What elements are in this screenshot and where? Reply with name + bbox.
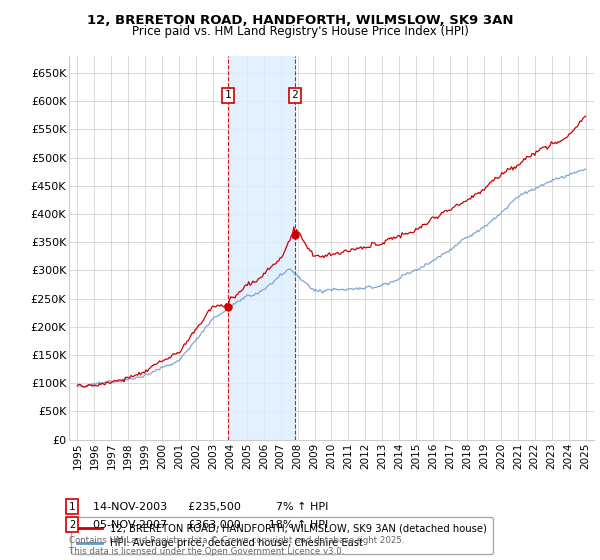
- Bar: [227, 56, 295, 440]
- Legend: 12, BRERETON ROAD, HANDFORTH, WILMSLOW, SK9 3AN (detached house), HPI: Average p: 12, BRERETON ROAD, HANDFORTH, WILMSLOW, …: [71, 517, 493, 554]
- Text: 2: 2: [292, 91, 298, 100]
- Text: 1: 1: [69, 502, 75, 512]
- Text: Price paid vs. HM Land Registry's House Price Index (HPI): Price paid vs. HM Land Registry's House …: [131, 25, 469, 38]
- Text: 12, BRERETON ROAD, HANDFORTH, WILMSLOW, SK9 3AN: 12, BRERETON ROAD, HANDFORTH, WILMSLOW, …: [87, 14, 513, 27]
- Text: 1: 1: [224, 91, 231, 100]
- Text: 2: 2: [69, 520, 75, 530]
- Text: 05-NOV-2007      £363,000        18% ↑ HPI: 05-NOV-2007 £363,000 18% ↑ HPI: [93, 520, 328, 530]
- Text: 14-NOV-2003      £235,500          7% ↑ HPI: 14-NOV-2003 £235,500 7% ↑ HPI: [93, 502, 328, 512]
- Text: Contains HM Land Registry data © Crown copyright and database right 2025.
This d: Contains HM Land Registry data © Crown c…: [69, 536, 404, 556]
